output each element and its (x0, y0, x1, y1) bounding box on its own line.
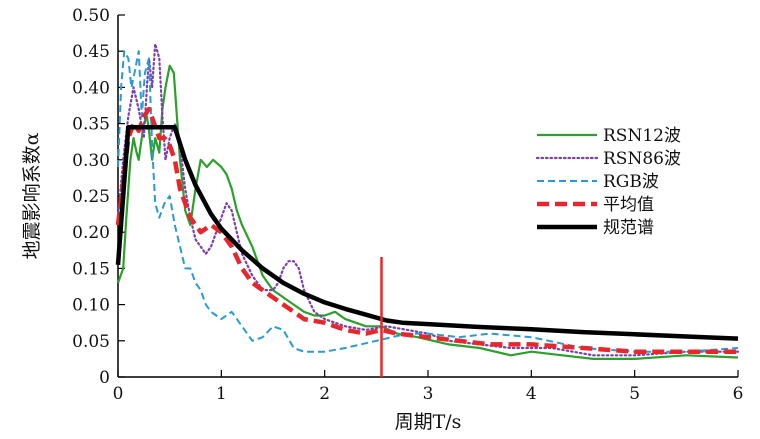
y-tick-label: 0.20 (72, 223, 110, 243)
x-tick-label: 6 (733, 384, 744, 404)
y-tick-label: 0.30 (72, 151, 110, 171)
legend-label-4: 规范谱 (603, 218, 654, 238)
axes: 0 0.05 0.10 0.15 0.20 0.25 0.30 0.35 0.40 0.45 0.5… (72, 6, 743, 404)
series-line-4 (115, 124, 739, 341)
y-tick-label: 0.35 (72, 115, 110, 135)
x-tick-label: 4 (526, 384, 537, 404)
series-line-1 (116, 42, 740, 357)
series-line-2 (117, 50, 739, 353)
y-tick-label: 0.45 (72, 42, 110, 62)
y-tick-label: 0.05 (72, 332, 110, 352)
y-axis-title: 地震影响系数α (21, 132, 43, 259)
y-tick-label: 0.40 (72, 78, 110, 98)
series-line-3 (115, 106, 738, 354)
legend-label-3: 平均值 (603, 195, 654, 215)
x-tick-label: 1 (216, 384, 227, 404)
y-tick-label: 0.10 (72, 296, 110, 316)
y-tick-label: 0.50 (72, 6, 110, 26)
x-tick-label: 3 (423, 384, 434, 404)
x-tick-label: 0 (113, 384, 124, 404)
y-tick-label: 0.25 (72, 187, 110, 207)
x-tick-label: 2 (319, 384, 330, 404)
legend-label-2: RGB波 (603, 172, 659, 192)
legend-label-1: RSN86波 (603, 149, 681, 169)
x-tick-label: 5 (629, 384, 640, 404)
series-line-0 (116, 64, 739, 360)
legend-label-0: RSN12波 (603, 126, 681, 146)
y-tick-label: 0 (99, 368, 110, 388)
x-axis-title: 周期T/s (395, 411, 462, 433)
y-tick-label: 0.15 (72, 259, 110, 279)
series-layer (115, 42, 740, 360)
